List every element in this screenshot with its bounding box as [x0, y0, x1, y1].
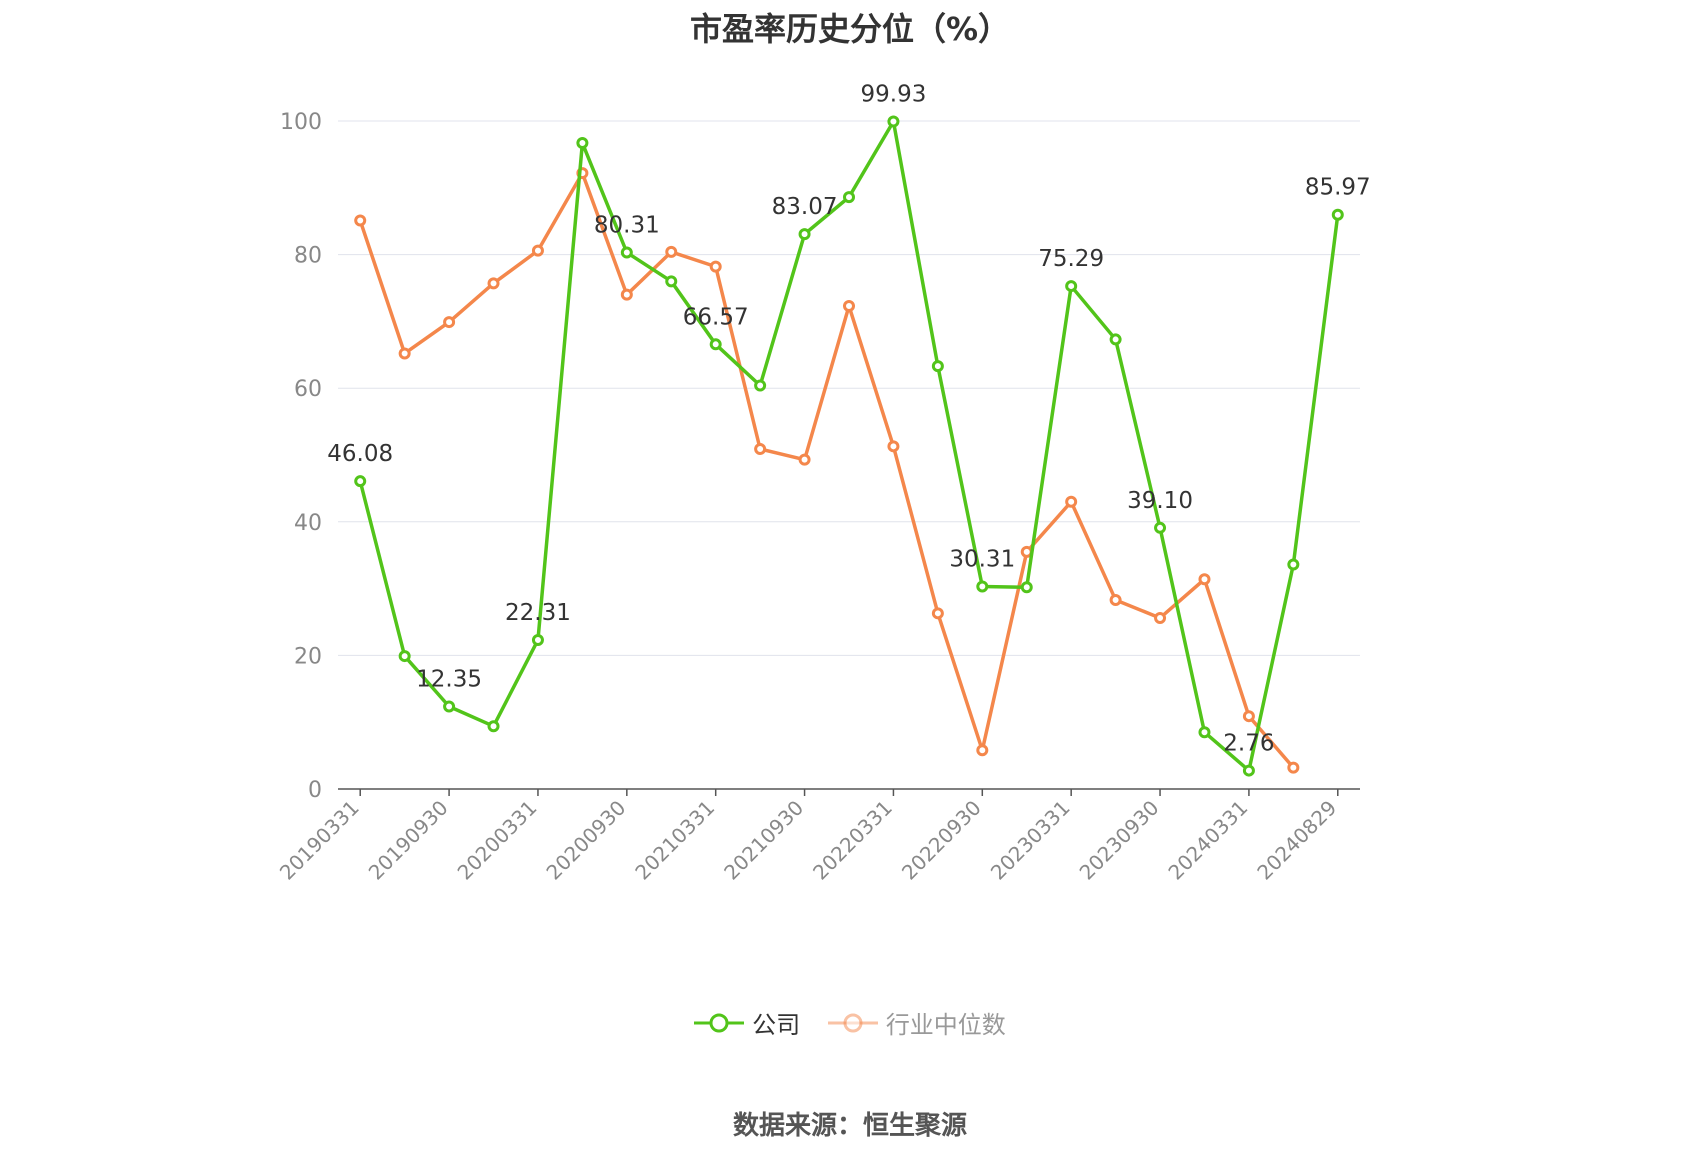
data-point[interactable] — [1065, 495, 1078, 508]
data-point[interactable] — [1198, 573, 1211, 586]
data-point[interactable] — [843, 300, 855, 313]
x-tick-label: 20230930 — [1075, 796, 1164, 885]
data-point[interactable] — [487, 277, 500, 290]
x-tick-label: 20230331 — [986, 796, 1075, 885]
data-point[interactable] — [1287, 761, 1300, 774]
x-tick-label: 20210331 — [630, 796, 719, 885]
data-label: 75.29 — [1038, 246, 1104, 272]
data-point[interactable] — [354, 475, 367, 488]
data-point[interactable] — [487, 720, 500, 733]
series-line — [358, 119, 1340, 773]
x-tick-label: 20220331 — [808, 796, 897, 885]
legend-line-marker-icon — [694, 1013, 745, 1032]
data-label: 83.07 — [772, 194, 838, 220]
data-point[interactable] — [1331, 208, 1344, 221]
x-tick-label: 20200331 — [453, 796, 542, 885]
data-point[interactable] — [531, 244, 544, 257]
data-point[interactable] — [1109, 333, 1122, 346]
x-tick-label: 20190930 — [364, 796, 453, 885]
x-tick-label: 20200930 — [541, 796, 630, 885]
y-tick-label: 0 — [308, 778, 322, 803]
grid-lines — [338, 120, 1360, 656]
chart-title: 市盈率历史分位（%） — [689, 10, 1011, 48]
data-point[interactable] — [709, 338, 722, 351]
data-point[interactable] — [398, 347, 411, 360]
data-point[interactable] — [620, 288, 633, 301]
data-point[interactable] — [354, 214, 367, 227]
data-point[interactable] — [531, 633, 544, 646]
data-point[interactable] — [754, 379, 767, 392]
x-tick-label: 20220930 — [897, 796, 986, 885]
data-point[interactable] — [443, 700, 456, 713]
data-point[interactable] — [665, 245, 678, 258]
data-point[interactable] — [398, 650, 411, 663]
x-tick-label: 20240331 — [1163, 796, 1252, 885]
y-tick-label: 40 — [294, 511, 322, 536]
data-point[interactable] — [1109, 593, 1122, 606]
x-tick-label: 20190331 — [275, 796, 364, 885]
y-tick-label: 80 — [294, 244, 322, 269]
legend-line-marker-icon — [827, 1013, 878, 1032]
data-point[interactable] — [576, 137, 589, 150]
y-tick-label: 20 — [294, 644, 322, 669]
data-point[interactable] — [1065, 280, 1078, 293]
data-point[interactable] — [1020, 581, 1033, 594]
data-point[interactable] — [843, 191, 855, 204]
data-point[interactable] — [931, 360, 944, 373]
legend[interactable]: 公司 行业中位数 — [0, 1005, 1700, 1041]
axes: 0 20 40 60 80 100 20190331 20190930 20200331 2020… — [275, 110, 1360, 885]
data-label: 99.93 — [861, 81, 927, 107]
data-point[interactable] — [976, 580, 989, 593]
data-point[interactable] — [443, 316, 456, 329]
data-point[interactable] — [887, 115, 900, 128]
data-point[interactable] — [931, 607, 944, 620]
data-label: 66.57 — [683, 304, 749, 330]
data-label: 39.10 — [1127, 488, 1193, 514]
data-label: 46.08 — [327, 441, 393, 467]
legend-label-industry-median: 行业中位数 — [885, 1011, 1006, 1039]
data-point[interactable] — [798, 453, 811, 466]
legend-item-industry-median[interactable]: 行业中位数 — [827, 1005, 1006, 1040]
y-tick-label: 60 — [294, 377, 322, 402]
data-point[interactable] — [1198, 726, 1211, 739]
data-label: 30.31 — [949, 547, 1015, 573]
data-point[interactable] — [1154, 611, 1167, 624]
data-point[interactable] — [1242, 764, 1255, 777]
data-point[interactable] — [754, 442, 767, 455]
data-point[interactable] — [620, 246, 633, 259]
data-point[interactable] — [798, 228, 811, 241]
data-point[interactable] — [1287, 558, 1300, 571]
data-point[interactable] — [976, 744, 989, 757]
data-label: 80.31 — [594, 213, 660, 239]
series-line — [358, 171, 1295, 769]
data-label: 12.35 — [416, 667, 482, 693]
legend-label-company: 公司 — [752, 1011, 801, 1039]
y-tick-label: 100 — [280, 110, 322, 135]
data-label: 2.76 — [1223, 731, 1274, 757]
data-label: 22.31 — [505, 600, 571, 626]
data-point[interactable] — [1242, 710, 1255, 723]
data-labels: 46.08 12.35 22.31 80.31 66.57 83.07 99.93 30.31… — [327, 81, 1370, 756]
series-layer — [354, 115, 1344, 777]
data-point[interactable] — [1154, 521, 1167, 534]
data-point[interactable] — [709, 260, 722, 273]
data-point[interactable] — [887, 440, 900, 453]
data-point[interactable] — [665, 275, 678, 288]
line-chart: 0 20 40 60 80 100 20190331 20190930 20200331 2020… — [275, 81, 1371, 885]
legend-item-company[interactable]: 公司 — [694, 1005, 800, 1040]
x-tick-label: 20210930 — [719, 796, 808, 885]
data-label: 85.97 — [1305, 175, 1371, 201]
x-tick-label: 20240829 — [1252, 796, 1341, 885]
data-source-note: 数据来源：恒生聚源 — [732, 1111, 967, 1141]
